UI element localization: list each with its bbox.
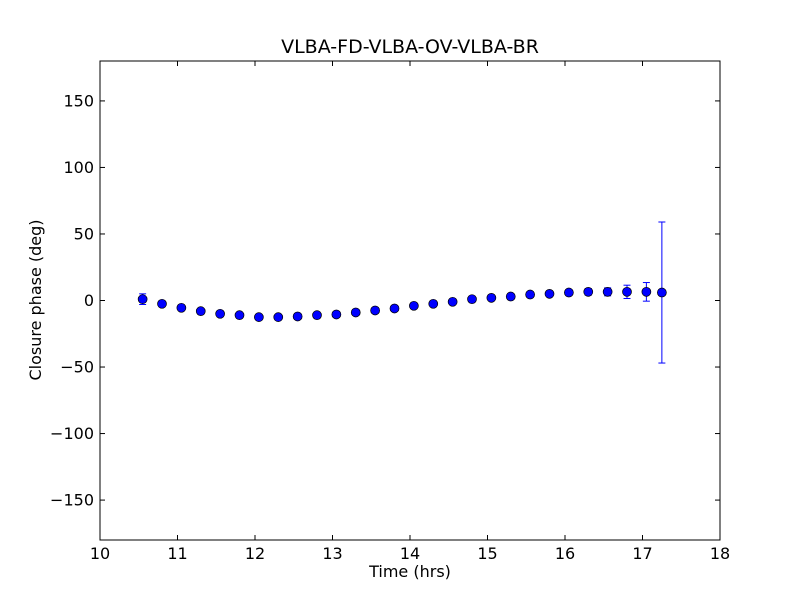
point-marker: [583, 287, 594, 297]
point-marker: [312, 310, 322, 320]
data-point: [157, 298, 167, 309]
point-marker: [602, 287, 613, 297]
data-point: [409, 300, 419, 311]
data-point: [467, 294, 477, 305]
point-marker: [409, 300, 419, 311]
data-point: [564, 287, 574, 298]
y-tick-label: −150: [50, 491, 94, 510]
point-marker: [157, 298, 167, 309]
data-point: [215, 308, 225, 319]
data-point: [331, 309, 342, 320]
y-tick-label: −50: [60, 358, 94, 377]
x-tick-label: 17: [632, 544, 652, 563]
point-marker: [525, 289, 535, 300]
x-tick-label: 13: [322, 544, 342, 563]
point-marker: [176, 302, 187, 313]
x-tick-label: 11: [167, 544, 187, 563]
chart-title: VLBA-FD-VLBA-OV-VLBA-BR: [281, 36, 539, 58]
data-point: [137, 293, 148, 305]
x-tick-label: 15: [477, 544, 497, 563]
x-tick-label: 16: [555, 544, 575, 563]
point-marker: [657, 287, 667, 298]
data-point: [389, 303, 400, 314]
y-tick-label: 0: [84, 291, 94, 310]
data-point: [622, 284, 632, 300]
point-marker: [641, 287, 652, 297]
y-tick-label: 50: [74, 224, 94, 243]
point-marker: [505, 291, 516, 302]
plot-frame: [99, 60, 721, 541]
data-point: [602, 287, 613, 297]
data-point: [195, 306, 206, 316]
point-marker: [234, 310, 245, 320]
point-marker: [292, 311, 303, 322]
data-point: [254, 312, 264, 322]
data-point: [641, 282, 652, 302]
point-marker: [544, 288, 555, 299]
point-marker: [447, 296, 458, 307]
y-tick-label: −100: [50, 424, 94, 443]
data-point: [312, 310, 322, 320]
x-tick-label: 12: [245, 544, 265, 563]
data-point: [428, 298, 439, 309]
x-axis-label: Time (hrs): [368, 562, 451, 581]
data-point: [273, 312, 284, 322]
y-axis-label: Closure phase (deg): [26, 219, 45, 380]
data-point: [350, 307, 361, 318]
point-marker: [137, 294, 148, 305]
data-point: [176, 302, 187, 313]
data-point: [525, 289, 535, 300]
y-tick-label: 100: [63, 158, 94, 177]
point-marker: [486, 292, 497, 303]
data-point: [583, 287, 594, 297]
point-marker: [622, 287, 632, 297]
point-marker: [195, 306, 206, 316]
point-marker: [467, 294, 477, 305]
point-marker: [389, 303, 400, 314]
data-point: [486, 292, 497, 303]
data-point: [292, 311, 303, 322]
data-point: [657, 221, 667, 364]
point-marker: [428, 298, 439, 309]
x-tick-label: 18: [710, 544, 730, 563]
data-point: [370, 305, 380, 316]
point-marker: [370, 305, 380, 316]
x-tick-label: 10: [90, 544, 110, 563]
point-marker: [215, 308, 225, 319]
point-marker: [350, 307, 361, 318]
point-marker: [331, 309, 342, 320]
point-marker: [564, 287, 574, 298]
y-tick-label: 150: [63, 91, 94, 110]
data-point: [447, 296, 458, 307]
point-marker: [254, 312, 264, 322]
data-point: [505, 291, 516, 302]
data-point: [544, 288, 555, 299]
point-marker: [273, 312, 284, 322]
x-tick-label: 14: [400, 544, 420, 563]
data-point: [234, 310, 245, 320]
plot-area: 10 11 12 13 14 15 16 17 18 −150 −100 −50 0 50 100 150: [50, 60, 730, 563]
